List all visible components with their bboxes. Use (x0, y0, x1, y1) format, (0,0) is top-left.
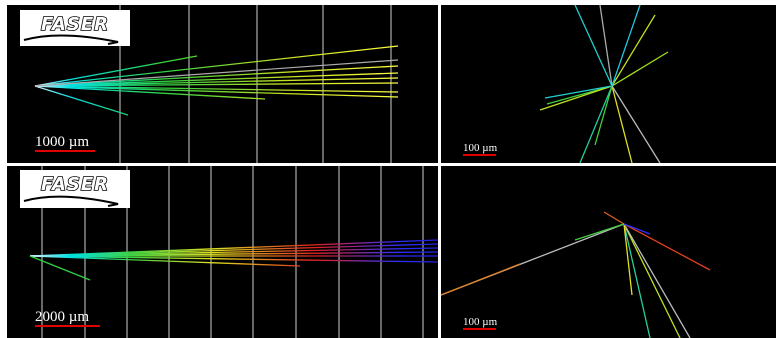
panel (441, 5, 776, 163)
scale-label: 100 µm (463, 316, 498, 328)
logo-text: FASER (41, 14, 109, 35)
scale-label: 100 µm (463, 142, 498, 154)
logo: FASER (20, 10, 130, 46)
logo: FASER (20, 170, 130, 208)
panel (441, 166, 776, 338)
scale-label: 2000 µm (35, 309, 89, 325)
event-display: FASER FASER 1000 µm 100 µm 2000 µm 100 µ… (0, 0, 776, 338)
scale-label: 1000 µm (35, 134, 89, 150)
logo-text: FASER (41, 174, 109, 195)
